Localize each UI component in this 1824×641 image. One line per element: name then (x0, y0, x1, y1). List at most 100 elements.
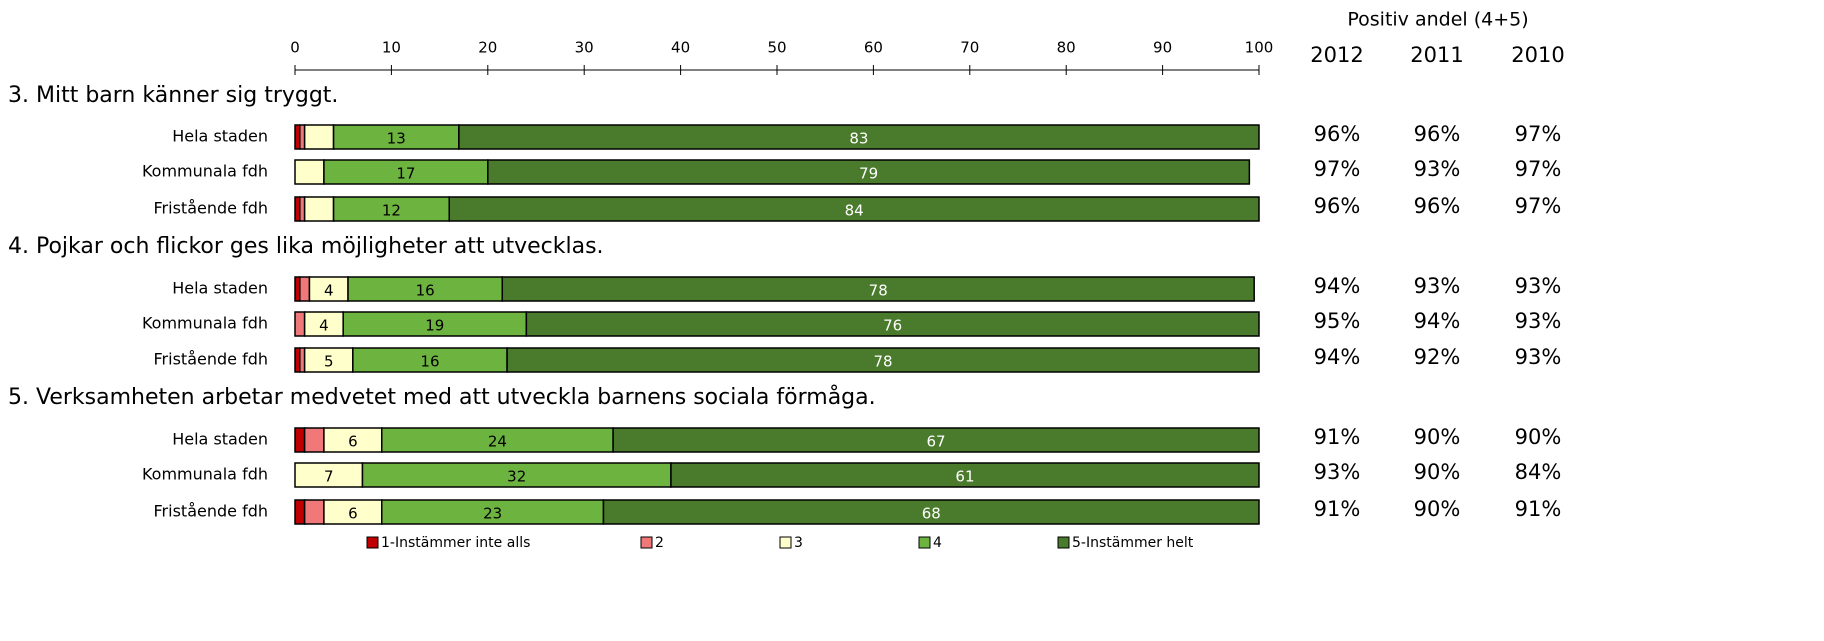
x-tick-label: 70 (960, 39, 979, 57)
data-label: 5 (324, 353, 334, 371)
row-label: Hela staden (172, 430, 268, 449)
data-label: 84 (845, 202, 864, 220)
positive-share: 90% (1515, 425, 1562, 449)
positive-share: 95% (1314, 309, 1361, 333)
data-label: 17 (396, 165, 415, 183)
legend-label: 3 (794, 535, 803, 551)
group-title: 5. Verksamheten arbetar medvetet med att… (8, 384, 876, 410)
bar-segment (303, 427, 325, 453)
legend-swatch (366, 536, 379, 549)
data-label: 16 (416, 282, 435, 300)
data-label: 61 (955, 468, 974, 486)
positive-share: 96% (1314, 194, 1361, 218)
bar-segment (294, 427, 306, 453)
positive-share: 93% (1515, 309, 1562, 333)
group-title: 3. Mitt barn känner sig tryggt. (8, 83, 338, 108)
positive-share: 96% (1314, 122, 1361, 146)
x-tick-label: 40 (671, 39, 690, 57)
positive-share: 94% (1314, 274, 1361, 298)
positive-share: 93% (1314, 460, 1361, 484)
data-label: 19 (425, 317, 444, 335)
row-label: Fristående fdh (154, 502, 268, 521)
row-label: Kommunala fdh (142, 162, 268, 181)
bar-segment (332, 124, 460, 150)
bar-segment (458, 124, 1260, 150)
data-label: 6 (348, 505, 358, 523)
bar-segment (506, 347, 1260, 373)
data-label: 78 (869, 282, 888, 300)
bar-segment (342, 311, 528, 337)
x-tick-label: 0 (290, 39, 300, 57)
data-label: 13 (387, 130, 406, 148)
positive-share: 97% (1314, 157, 1361, 181)
data-label: 12 (382, 202, 401, 220)
positive-share: 90% (1414, 497, 1461, 521)
data-label: 23 (483, 505, 502, 523)
data-label: 4 (319, 317, 329, 335)
row-label: Kommunala fdh (142, 314, 268, 333)
bar-segment (294, 311, 306, 337)
bar-segment (525, 311, 1260, 337)
positive-share: 93% (1414, 157, 1461, 181)
positive-share: 92% (1414, 345, 1461, 369)
group-title: 4. Pojkar och flickor ges lika möjlighet… (8, 234, 604, 259)
bar-segment (323, 499, 383, 525)
data-label: 78 (873, 353, 892, 371)
data-label: 16 (420, 353, 439, 371)
positive-share: 90% (1414, 460, 1461, 484)
row-label: Fristående fdh (154, 350, 268, 369)
row-label: Kommunala fdh (142, 465, 268, 484)
year-header: 2010 (1511, 43, 1564, 67)
positive-share: 93% (1515, 345, 1562, 369)
bar-segment (303, 311, 344, 337)
bar-segment (303, 499, 325, 525)
table-title: Positiv andel (4+5) (1347, 9, 1528, 31)
bar-segment (308, 276, 349, 302)
x-tick-label: 60 (864, 39, 883, 57)
row-label: Hela staden (172, 279, 268, 298)
bar-segment (381, 427, 614, 453)
data-label: 7 (324, 468, 334, 486)
legend-swatch (1057, 536, 1070, 549)
x-tick-label: 80 (1057, 39, 1076, 57)
positive-share: 90% (1414, 425, 1461, 449)
bar-segment (294, 462, 364, 488)
legend-swatch (640, 536, 653, 549)
row-label: Hela staden (172, 127, 268, 146)
bar-segment (294, 499, 306, 525)
positive-share: 91% (1314, 497, 1361, 521)
x-tick-label: 10 (382, 39, 401, 57)
data-label: 79 (859, 165, 878, 183)
bar-segment (347, 276, 504, 302)
positive-share: 94% (1414, 309, 1461, 333)
legend-label: 5-Instämmer helt (1072, 535, 1194, 551)
x-tick-label: 50 (767, 39, 786, 57)
x-tick-label: 90 (1153, 39, 1172, 57)
positive-share: 96% (1414, 194, 1461, 218)
data-label: 76 (883, 317, 902, 335)
bar-segment (303, 124, 335, 150)
bar-segment (299, 276, 311, 302)
x-tick-label: 100 (1245, 39, 1274, 57)
positive-share: 97% (1515, 122, 1562, 146)
x-tick-label: 20 (478, 39, 497, 57)
positive-share: 96% (1414, 122, 1461, 146)
legend-swatch (779, 536, 792, 549)
data-label: 68 (922, 505, 941, 523)
bar-segment (612, 427, 1260, 453)
positive-share: 91% (1515, 497, 1562, 521)
bar-segment (332, 196, 450, 222)
bar-segment (602, 499, 1260, 525)
data-label: 24 (488, 433, 507, 451)
bar-segment (303, 196, 335, 222)
data-label: 83 (849, 130, 868, 148)
positive-share: 94% (1314, 345, 1361, 369)
data-label: 4 (324, 282, 334, 300)
row-label: Fristående fdh (154, 199, 268, 218)
bar-segment (448, 196, 1260, 222)
bar-segment (487, 159, 1251, 185)
legend-label: 2 (655, 535, 664, 551)
year-header: 2011 (1410, 43, 1463, 67)
legend-label: 4 (933, 535, 942, 551)
